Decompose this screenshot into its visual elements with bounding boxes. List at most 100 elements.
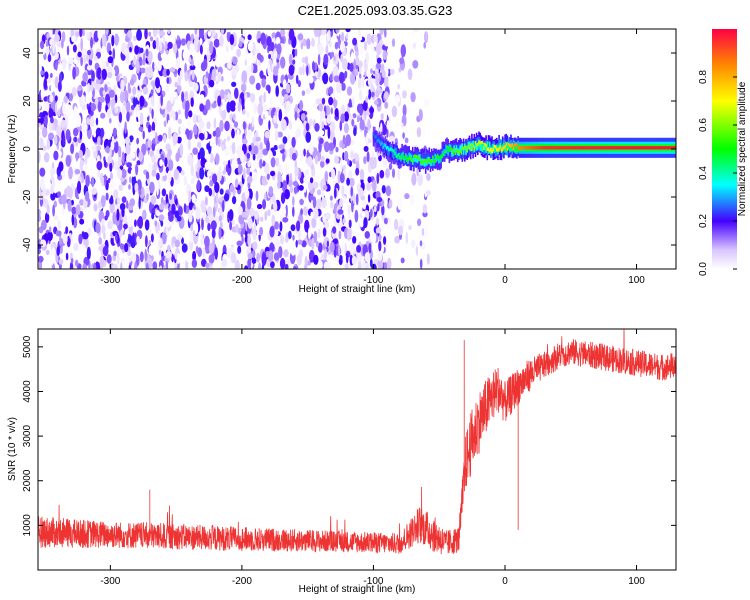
track-cell xyxy=(550,146,552,150)
noise-blob xyxy=(42,126,48,138)
noise-blob xyxy=(280,192,286,204)
noise-blob xyxy=(141,143,147,156)
track-cell xyxy=(472,144,474,148)
track-cell xyxy=(583,146,586,150)
noise-blob xyxy=(222,200,225,213)
track-cell xyxy=(381,141,383,145)
noise-blob xyxy=(68,220,73,231)
noise-blob xyxy=(339,173,345,184)
noise-blob xyxy=(106,66,113,72)
noise-blob xyxy=(401,122,404,128)
noise-blob xyxy=(142,86,149,95)
noise-blob xyxy=(211,102,217,109)
noise-blob xyxy=(57,108,61,117)
noise-blob xyxy=(354,68,359,77)
noise-blob xyxy=(40,40,45,50)
track-cell xyxy=(616,146,619,150)
track-cell xyxy=(420,160,422,165)
noise-blob xyxy=(286,172,289,185)
track-cell xyxy=(578,146,581,150)
track-cell xyxy=(517,147,519,151)
noise-blob xyxy=(68,187,73,200)
noise-blob xyxy=(339,198,343,208)
noise-blob xyxy=(114,33,119,46)
noise-blob xyxy=(138,188,142,196)
noise-blob xyxy=(276,43,282,55)
snr-y-ticks: 1000 2000 3000 4000 5000 xyxy=(22,335,676,536)
noise-blob xyxy=(38,248,41,255)
noise-blob xyxy=(349,177,355,187)
noise-blob xyxy=(267,62,271,76)
track-cell xyxy=(460,144,463,152)
noise-blob xyxy=(417,173,423,186)
track-cell xyxy=(488,149,491,153)
noise-blob xyxy=(226,101,231,113)
noise-blob xyxy=(388,163,393,171)
track-cell xyxy=(379,142,382,146)
noise-blob xyxy=(180,38,186,46)
noise-blob xyxy=(312,196,317,209)
track-cell xyxy=(585,146,588,150)
spectrogram-x-label: Height of straight line (km) xyxy=(299,284,416,295)
track-cell xyxy=(488,141,491,149)
noise-blob xyxy=(311,130,316,138)
noise-blob xyxy=(207,169,212,177)
noise-blob xyxy=(291,136,296,148)
colorbar-tick-label: 0.4 xyxy=(698,166,709,180)
noise-blob xyxy=(148,131,154,141)
noise-blob xyxy=(337,170,341,184)
noise-blob xyxy=(222,144,225,150)
noise-blob xyxy=(303,176,309,184)
noise-blob xyxy=(190,97,194,107)
noise-blob xyxy=(65,154,72,167)
noise-blob xyxy=(401,45,405,59)
noise-blob xyxy=(335,82,342,94)
track-cell xyxy=(391,150,394,158)
noise-blob xyxy=(214,181,220,194)
noise-blob xyxy=(268,53,272,60)
noise-blob xyxy=(61,194,67,205)
noise-blob xyxy=(123,223,128,230)
noise-blob xyxy=(297,229,301,240)
noise-blob xyxy=(202,248,206,258)
noise-blob xyxy=(249,207,255,217)
noise-blob xyxy=(180,170,185,176)
noise-blob xyxy=(72,44,77,53)
noise-blob xyxy=(312,208,319,220)
track-cell xyxy=(671,146,673,150)
noise-blob xyxy=(391,168,396,178)
noise-blob xyxy=(38,238,41,245)
noise-blob xyxy=(62,233,68,245)
track-cell xyxy=(674,146,676,150)
noise-blob xyxy=(137,216,144,229)
noise-blob xyxy=(188,211,193,223)
noise-blob xyxy=(127,191,132,200)
noise-blob xyxy=(159,265,163,269)
noise-blob xyxy=(75,31,81,37)
track-cell xyxy=(577,146,580,150)
noise-blob xyxy=(308,119,314,126)
noise-blob xyxy=(142,209,147,221)
track-cell xyxy=(505,145,507,153)
noise-blob xyxy=(201,217,204,231)
noise-blob xyxy=(247,161,252,168)
track-cell xyxy=(513,143,516,147)
noise-blob xyxy=(75,114,82,128)
noise-blob xyxy=(219,35,224,47)
noise-blob xyxy=(306,38,311,50)
noise-blob xyxy=(282,152,286,162)
noise-blob xyxy=(386,120,390,130)
noise-blob xyxy=(223,232,227,243)
noise-blob xyxy=(73,58,77,65)
noise-blob xyxy=(268,186,274,195)
track-cell xyxy=(449,146,452,159)
track-cell xyxy=(448,148,451,152)
noise-blob xyxy=(69,232,72,239)
noise-blob xyxy=(74,168,81,175)
noise-blob xyxy=(365,52,370,64)
noise-blob xyxy=(234,87,239,100)
noise-blob xyxy=(161,169,167,177)
noise-blob xyxy=(335,94,340,101)
track-cell xyxy=(447,148,449,156)
noise-blob xyxy=(82,72,88,83)
